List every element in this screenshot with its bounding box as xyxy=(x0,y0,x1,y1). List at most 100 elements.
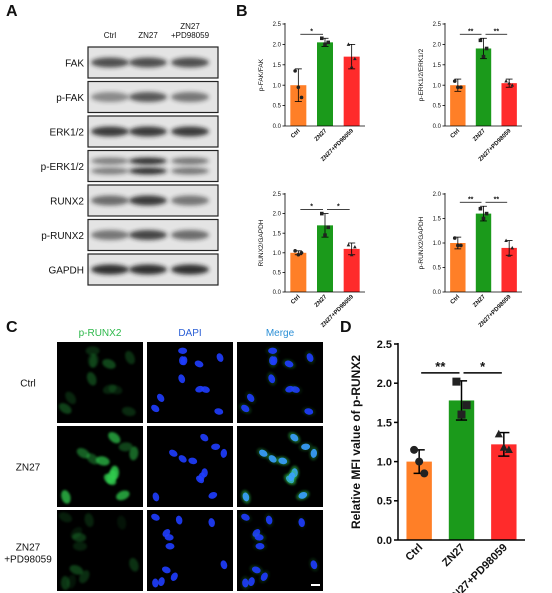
x-tick-label: ZN27 xyxy=(472,128,487,143)
bar xyxy=(317,225,333,292)
bar xyxy=(290,252,307,292)
data-point xyxy=(346,42,351,46)
cell-nucleus xyxy=(298,518,305,528)
cell-nucleus xyxy=(255,543,265,550)
micro-column-label: p-RUNX2 xyxy=(79,328,122,339)
data-point xyxy=(420,469,429,478)
y-tick-label: 1.5 xyxy=(433,217,442,223)
data-point xyxy=(456,243,460,248)
blot-band xyxy=(171,57,209,68)
y-tick-label: 0.0 xyxy=(433,124,442,130)
cell-nucleus xyxy=(211,443,221,451)
bar xyxy=(491,444,517,540)
cell-green xyxy=(79,570,90,584)
cell-nucleus xyxy=(304,408,314,415)
y-tick-label: 2.0 xyxy=(433,43,442,49)
blot-band xyxy=(171,167,209,175)
cell-nucleus xyxy=(152,492,160,502)
cell-nucleus xyxy=(310,560,318,570)
data-point xyxy=(452,236,457,240)
cell-nucleus xyxy=(152,578,159,588)
significance-label: ** xyxy=(494,28,500,35)
y-tick-label: 2.0 xyxy=(273,212,282,218)
blot-band xyxy=(171,92,209,102)
data-point xyxy=(415,457,424,466)
data-point xyxy=(459,85,463,90)
cell-nucleus xyxy=(251,566,261,574)
data-point xyxy=(481,54,486,59)
cell-green xyxy=(129,557,139,572)
data-point xyxy=(484,211,489,216)
x-tick-label: Ctrl xyxy=(403,542,425,564)
cell-green xyxy=(76,447,90,459)
data-point xyxy=(494,429,503,438)
data-point xyxy=(457,410,466,419)
y-tick-label: 0.5 xyxy=(433,104,442,110)
data-point xyxy=(504,445,513,454)
cell-green xyxy=(116,490,130,501)
cell-nucleus xyxy=(265,515,273,525)
cell-green xyxy=(118,442,133,452)
blot-band xyxy=(91,92,129,102)
data-point xyxy=(507,253,511,257)
data-point xyxy=(484,46,489,51)
blot-row-label: RUNX2 xyxy=(50,197,84,208)
cell-green xyxy=(106,469,117,484)
cell-nucleus xyxy=(165,543,175,550)
blot-row-label: p-RUNX2 xyxy=(41,231,84,242)
blot-band xyxy=(91,167,129,175)
blot-band xyxy=(129,264,167,275)
cell-nucleus xyxy=(198,472,205,482)
x-tick-label: Ctrl xyxy=(290,294,302,306)
blot-band xyxy=(129,167,167,175)
y-tick-label: 1.0 xyxy=(377,456,392,468)
cell-nucleus xyxy=(178,374,186,384)
cell-green xyxy=(58,403,72,414)
cell-green xyxy=(65,391,77,405)
cell-nucleus xyxy=(175,515,183,525)
significance-label: * xyxy=(480,359,486,374)
cell-nucleus xyxy=(195,385,205,393)
blot-column-label: ZN27 xyxy=(138,31,158,40)
cell-nucleus xyxy=(306,353,314,362)
cell-nucleus xyxy=(254,534,264,541)
y-axis-label: p-FAK/FAK xyxy=(258,58,265,91)
blot-band xyxy=(129,57,167,68)
y-tick-label: 1.0 xyxy=(433,241,442,247)
y-tick-label: 0.5 xyxy=(273,104,282,110)
cell-nucleus xyxy=(220,448,228,458)
y-tick-label: 0.0 xyxy=(377,535,392,547)
blot-band xyxy=(171,157,209,165)
cell-green xyxy=(85,346,100,356)
cell-green xyxy=(58,512,73,523)
cell-nucleus xyxy=(298,491,308,499)
y-tick-label: 1.5 xyxy=(433,63,442,69)
y-tick-label: 1.5 xyxy=(273,63,282,69)
data-point xyxy=(293,249,297,253)
data-point xyxy=(478,38,483,43)
cell-green xyxy=(102,359,116,369)
cell-nucleus xyxy=(248,577,255,587)
data-point xyxy=(293,69,297,73)
bar xyxy=(450,243,466,292)
blot-band xyxy=(171,230,209,240)
x-tick-label: Ctrl xyxy=(290,128,302,140)
blot-band xyxy=(91,57,129,68)
data-point xyxy=(459,243,463,248)
cell-green xyxy=(102,384,117,394)
data-point xyxy=(349,252,354,257)
micro-row-label: +PD98059 xyxy=(4,555,52,566)
blot-row-label: p-ERK1/2 xyxy=(41,162,85,173)
bar xyxy=(290,85,307,126)
cell-green xyxy=(89,353,99,368)
data-point xyxy=(320,211,324,216)
cell-nucleus xyxy=(270,356,278,366)
bar xyxy=(501,83,517,126)
data-point xyxy=(323,42,327,47)
cell-nucleus xyxy=(208,491,218,499)
blot-band xyxy=(129,230,167,240)
y-tick-label: 0.5 xyxy=(273,271,282,277)
cell-nucleus xyxy=(268,374,276,384)
cell-nucleus xyxy=(259,449,268,457)
